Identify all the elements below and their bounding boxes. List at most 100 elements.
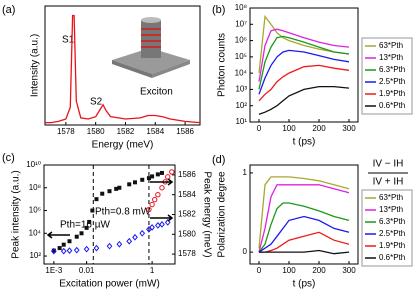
legend-label: 63*Pth [379, 41, 403, 50]
panel-label: (c) [2, 152, 15, 164]
point [152, 196, 158, 203]
x-tick-label: 200 [312, 124, 326, 133]
data-line [258, 49, 350, 95]
legend-label: 0.6*Pth [379, 101, 405, 110]
y-tick-label: 10¹⁰ [26, 160, 41, 169]
data-line [258, 28, 350, 82]
annotation: IV − IH [373, 159, 404, 170]
x-tick-label: 0 [257, 266, 262, 275]
point [79, 231, 84, 236]
legend-label: 2.5*Pth [379, 229, 405, 238]
arrow [46, 231, 70, 239]
y2-tick-label: 1586 [178, 170, 196, 179]
legend-label: 13*Pth [379, 205, 403, 214]
legend-label: 1.9*Pth [379, 89, 405, 98]
y-tick-label: 10⁵ [235, 52, 247, 61]
data-line [45, 14, 201, 124]
point [127, 182, 132, 187]
point [93, 244, 100, 252]
y-axis-label: Photon counts [217, 33, 228, 97]
x-tick-label: 300 [342, 266, 356, 275]
x-axis-label: t (ps) [293, 137, 316, 148]
x-tick-label: 1580 [87, 127, 105, 136]
point [107, 189, 112, 194]
point [114, 186, 119, 191]
y-tick-label: 1 [243, 168, 248, 177]
point [74, 234, 79, 239]
legend-box [361, 37, 413, 115]
point [155, 172, 160, 177]
point [126, 237, 133, 245]
x-tick-label: 100 [282, 266, 296, 275]
legend-label: 63*Pth [379, 193, 403, 202]
annotation: Pth=0.8 mW [95, 207, 151, 218]
point [164, 219, 171, 226]
point [51, 247, 57, 255]
annotation: IV + IH [373, 177, 404, 188]
point [100, 191, 105, 196]
point [83, 245, 90, 253]
point [132, 180, 137, 185]
y-axis-label: Intensity (a.u.) [30, 34, 41, 97]
point [90, 208, 95, 213]
point [140, 177, 145, 182]
y-tick-label: 10⁴ [29, 228, 42, 237]
y-tick-label: 0 [243, 247, 248, 256]
inset-pillar [112, 17, 190, 78]
data-line [258, 176, 350, 249]
point [150, 174, 155, 179]
point [146, 206, 152, 213]
point [117, 185, 122, 190]
x-tick-label: 100 [282, 124, 296, 133]
legend-label: 13*Pth [379, 53, 403, 62]
legend-label: 6.3*Pth [379, 217, 405, 226]
y2-axis-label: Peak energy (meV) [201, 171, 212, 257]
point [155, 222, 161, 229]
y-tick-label: 10⁸ [235, 3, 247, 12]
legend-label: 6.3*Pth [379, 65, 405, 74]
point [165, 174, 171, 180]
data-line [258, 14, 350, 74]
point [169, 169, 175, 175]
x-tick-label: 1584 [146, 127, 164, 136]
point [146, 176, 151, 181]
x-tick-label: 200 [312, 266, 326, 275]
annotation: S2 [90, 97, 103, 108]
x-tick-label: 1 [150, 266, 155, 275]
y-tick-label: 10⁴ [235, 68, 248, 77]
data-line [259, 249, 350, 255]
point [155, 192, 161, 198]
x-tick-label: 0.01 [79, 266, 95, 275]
panel-label: (a) [2, 4, 15, 16]
point [132, 233, 138, 241]
legend-label: 0.6*Pth [379, 253, 405, 262]
annotation: S1 [62, 35, 75, 46]
panel-label: (d) [212, 154, 225, 166]
point [94, 197, 99, 202]
y2-tick-label: 1580 [178, 229, 196, 238]
y-tick-label: 10² [29, 251, 41, 260]
point [73, 246, 80, 254]
point [66, 247, 73, 255]
plot-frame [44, 5, 201, 126]
point [149, 201, 155, 208]
y-tick-label: 10¹ [235, 117, 247, 126]
legend-label: 1.9*Pth [379, 241, 405, 250]
arrow [150, 214, 174, 222]
x-axis-label: Excitation power (mW) [59, 279, 160, 290]
y-tick-label: 10⁷ [235, 19, 247, 28]
point [139, 229, 146, 237]
data-line [258, 35, 350, 90]
x-tick-label: 1E-3 [45, 266, 62, 275]
y-axis-label: Polarization degree [217, 171, 228, 258]
point [159, 170, 164, 175]
point [159, 221, 165, 228]
x-axis-label: Energy (meV) [92, 140, 154, 151]
point [57, 246, 62, 251]
arrow [150, 178, 174, 186]
point [87, 219, 92, 224]
x-tick-label: 1582 [117, 127, 135, 136]
point [67, 239, 72, 244]
y-tick-label: 10⁶ [235, 36, 247, 45]
point [159, 185, 165, 191]
